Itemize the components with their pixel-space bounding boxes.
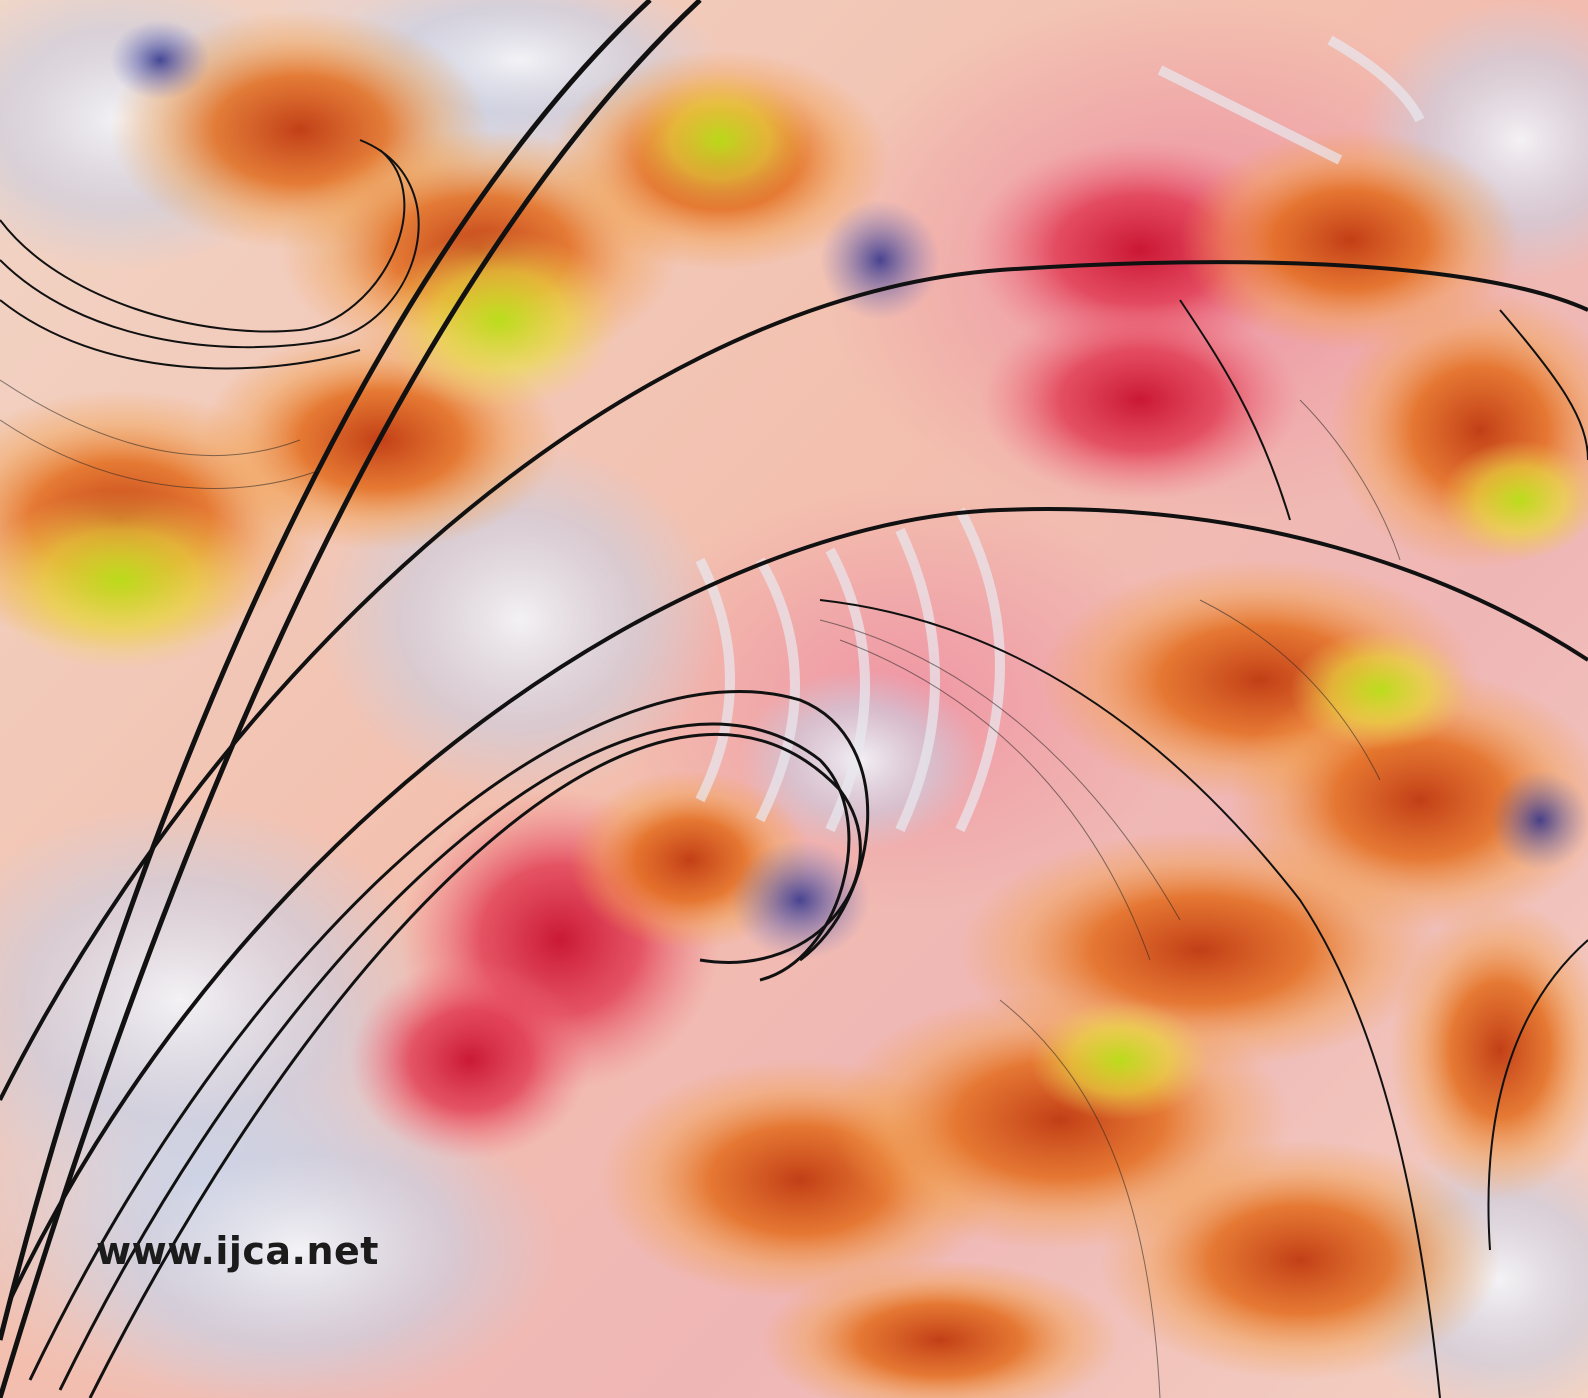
pale-arcs	[695, 35, 1425, 833]
fine-curves	[0, 379, 1401, 1398]
fractal-clusters	[0, 10, 1588, 1398]
website-url: www.ijca.net	[96, 1229, 379, 1273]
